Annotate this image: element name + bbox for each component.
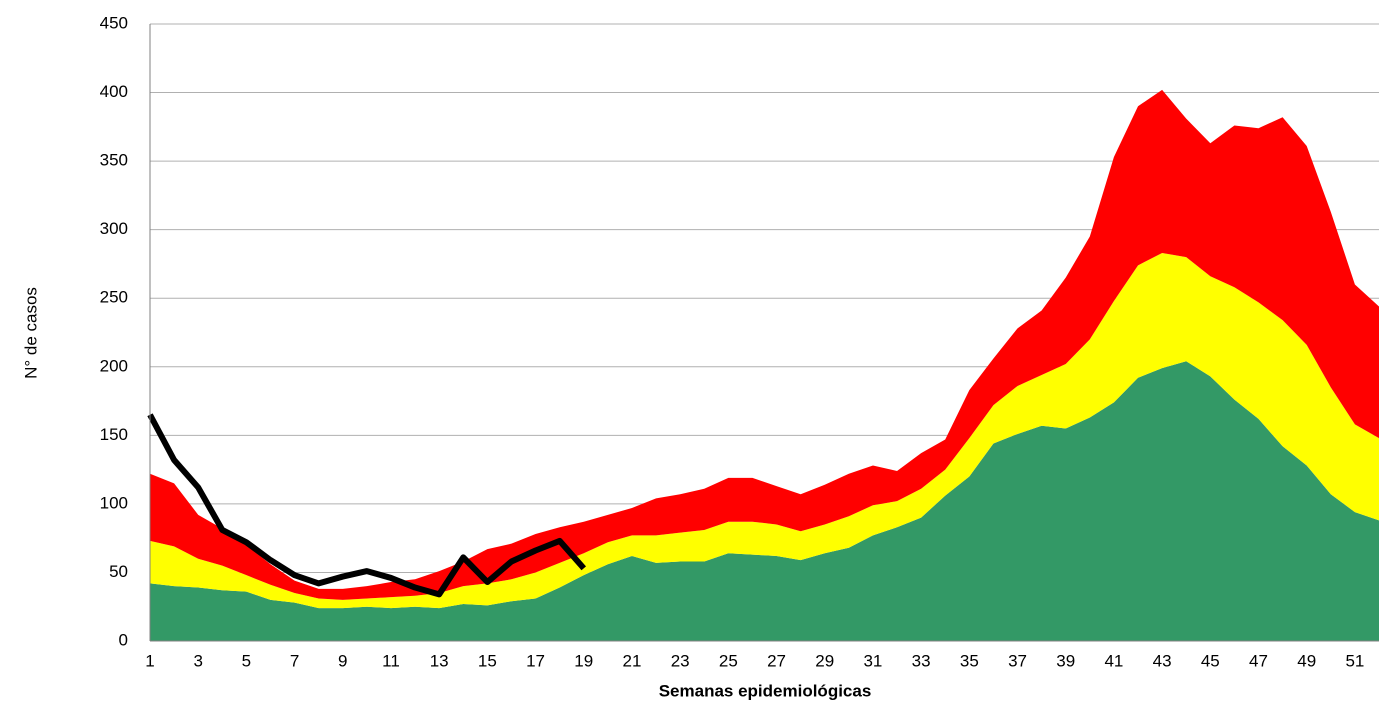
x-tick-label: 27: [767, 651, 786, 670]
x-tick-label: 25: [719, 651, 738, 670]
x-tick-label: 47: [1249, 651, 1268, 670]
y-tick-label: 300: [100, 219, 128, 238]
x-axis-title: Semanas epidemiológicas: [659, 681, 872, 700]
line: [147, 413, 587, 598]
x-tick-label: 1: [145, 651, 154, 670]
x-tick-label: 51: [1345, 651, 1364, 670]
y-tick-label: 250: [100, 288, 128, 307]
x-tick-label: 3: [193, 651, 202, 670]
x-tick-label: 21: [622, 651, 641, 670]
x-tick-label: 37: [1008, 651, 1027, 670]
y-tick-label: 350: [100, 151, 128, 170]
x-tick-label: 41: [1104, 651, 1123, 670]
x-tick-label: 35: [960, 651, 979, 670]
x-tick-label: 23: [671, 651, 690, 670]
y-tick-label: 100: [100, 493, 128, 512]
y-tick-label: 450: [100, 13, 128, 32]
area: [150, 252, 1379, 609]
x-tick-label: 19: [574, 651, 593, 670]
x-tick-label: 9: [338, 651, 347, 670]
x-tick-label: 29: [815, 651, 834, 670]
x-tick-label: 43: [1153, 651, 1172, 670]
x-tick-label: 5: [242, 651, 251, 670]
x-tick-label: 11: [382, 651, 400, 670]
x-tick-label: 17: [526, 651, 545, 670]
x-tick-label: 49: [1297, 651, 1316, 670]
x-tick-label: 7: [290, 651, 299, 670]
y-tick-label: 400: [100, 82, 128, 101]
x-tick-label: 13: [430, 651, 449, 670]
x-tick-label: 15: [478, 651, 497, 670]
y-tick-label: 200: [100, 356, 128, 375]
y-tick-label: 50: [109, 562, 128, 581]
area: [150, 89, 1379, 600]
area: [150, 361, 1379, 641]
x-tick-label: 33: [912, 651, 931, 670]
y-axis-title: N° de casos: [21, 287, 40, 379]
x-tick-label: 39: [1056, 651, 1075, 670]
x-tick-label: 45: [1201, 651, 1220, 670]
y-tick-label: 150: [100, 425, 128, 444]
y-tick-label: 0: [119, 630, 128, 649]
x-tick-label: 31: [863, 651, 882, 670]
